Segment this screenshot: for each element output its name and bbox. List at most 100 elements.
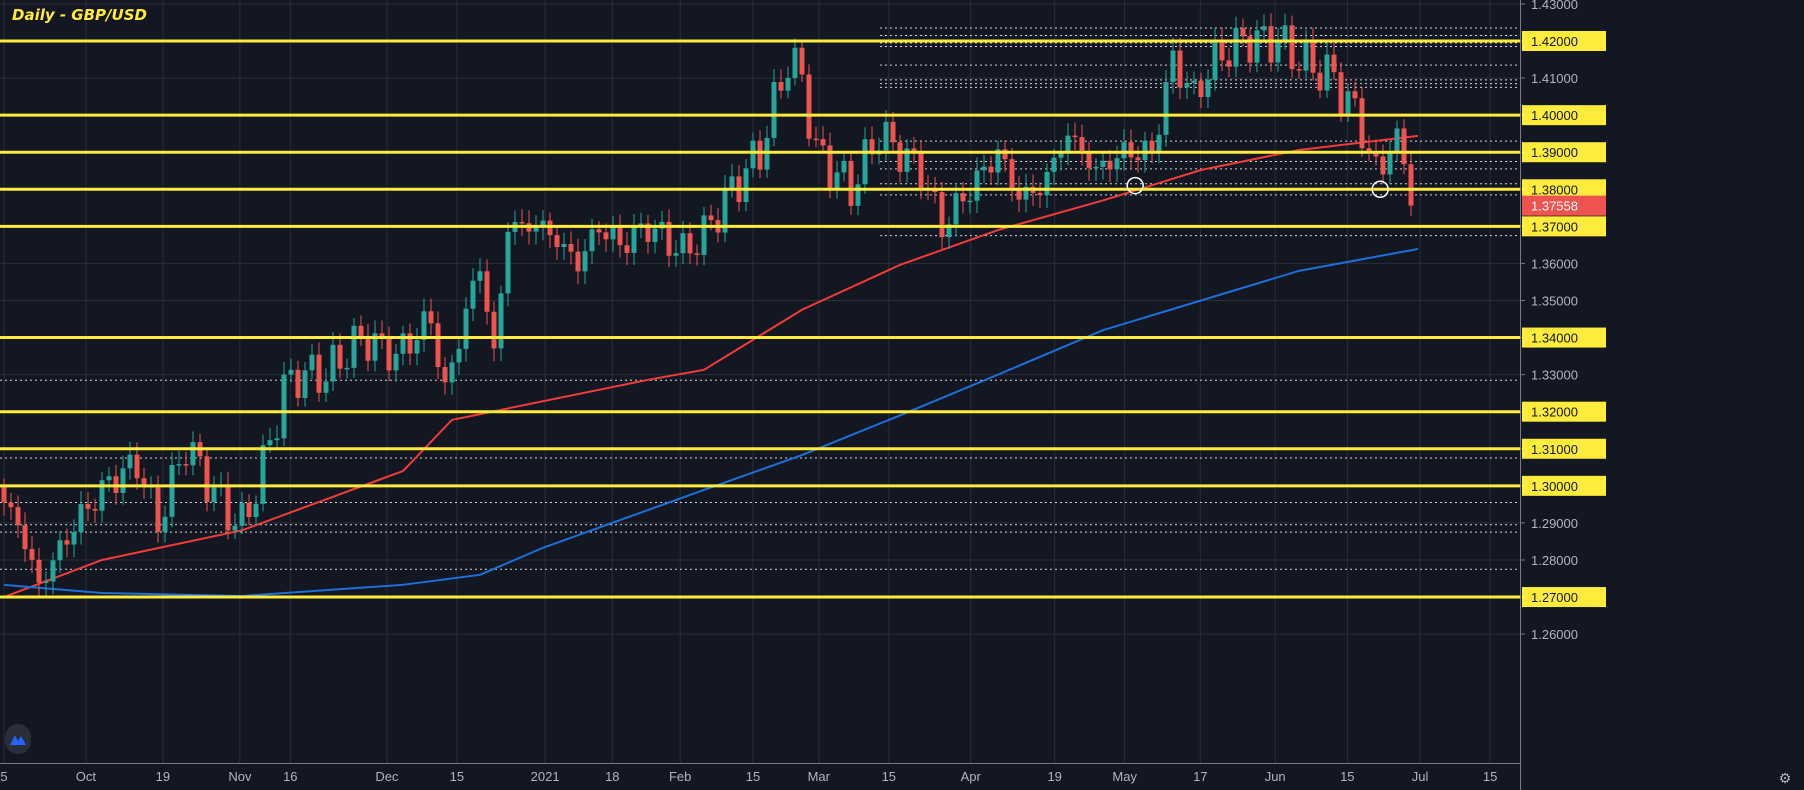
candle-body: [183, 464, 189, 466]
candle-body: [239, 502, 245, 526]
candle-body: [190, 442, 196, 466]
candle: [344, 358, 350, 379]
candle: [1401, 119, 1407, 175]
candle-body: [848, 160, 854, 206]
candle-body: [883, 121, 889, 151]
candle-body: [701, 215, 707, 255]
candle-body: [841, 160, 847, 173]
candle-body: [92, 508, 98, 511]
candle: [1, 478, 7, 516]
candle: [596, 220, 602, 245]
candle-body: [680, 233, 686, 254]
candle: [477, 258, 483, 294]
candle-body: [1387, 151, 1393, 175]
candle: [1170, 37, 1176, 94]
candle: [421, 298, 427, 352]
candle: [428, 298, 434, 336]
candle-body: [99, 480, 105, 511]
price-tick-label: 1.36000: [1531, 256, 1578, 271]
candle-body: [1128, 142, 1134, 158]
candle-body: [15, 507, 21, 526]
candle: [778, 69, 784, 99]
candle-body: [1191, 80, 1197, 83]
candle: [575, 238, 581, 285]
candle: [260, 434, 266, 512]
candle: [603, 223, 609, 252]
candle-body: [477, 271, 483, 281]
candle: [43, 571, 49, 596]
tradingview-logo-icon[interactable]: [5, 724, 31, 754]
candle: [372, 320, 378, 372]
time-tick-label: 2021: [531, 769, 560, 784]
candle: [141, 467, 147, 499]
candle: [750, 132, 756, 178]
candle-body: [162, 516, 168, 532]
candle-body: [358, 325, 364, 336]
candle-body: [729, 176, 735, 188]
candle-body: [1065, 135, 1071, 153]
candle-body: [1072, 135, 1078, 138]
candle-body: [274, 438, 280, 441]
candle-body: [1366, 148, 1372, 153]
candle: [1002, 140, 1008, 172]
candle: [610, 216, 616, 252]
candle: [645, 214, 651, 254]
candle: [491, 301, 497, 362]
level-price-badge: [1522, 179, 1606, 200]
candle: [302, 362, 308, 407]
candle-body: [414, 339, 420, 354]
candle-body: [1037, 192, 1043, 196]
candle: [463, 296, 469, 362]
candle-body: [1184, 82, 1190, 88]
candle: [771, 69, 777, 147]
candle-body: [799, 47, 805, 75]
candle: [204, 447, 210, 512]
candle: [169, 452, 175, 528]
candle: [743, 159, 749, 212]
candle-body: [127, 454, 133, 469]
candle-body: [687, 233, 693, 254]
candle: [1079, 124, 1085, 166]
time-tick-label: 15: [746, 769, 760, 784]
candle-body: [106, 476, 112, 481]
candle-body: [827, 145, 833, 190]
candle-body: [407, 333, 413, 354]
candle: [288, 358, 294, 383]
candle: [225, 471, 231, 540]
candle-body: [806, 74, 812, 139]
candle-body: [211, 487, 217, 502]
candle-body: [1219, 40, 1225, 61]
candle-body: [568, 244, 574, 252]
candle-body: [1051, 157, 1057, 172]
time-tick-label: Jul: [1412, 769, 1429, 784]
highlight-circle-marker: [1126, 176, 1144, 195]
candle: [1303, 29, 1309, 79]
time-tick-label: 16: [283, 769, 297, 784]
candle: [1086, 141, 1092, 181]
candle-body: [855, 184, 861, 206]
candle: [484, 259, 490, 325]
candle-body: [1212, 40, 1218, 80]
candle: [939, 181, 945, 249]
candle-body: [757, 140, 763, 170]
candle-body: [1408, 164, 1414, 206]
candle-body: [785, 77, 791, 91]
candle: [995, 141, 1001, 186]
settings-gear-icon[interactable]: ⚙: [1779, 770, 1792, 786]
candle: [148, 476, 154, 499]
price-tick-label: 1.34000: [1531, 331, 1578, 346]
candle-body: [890, 121, 896, 143]
candle: [925, 175, 931, 201]
candle: [78, 491, 84, 545]
candle: [1289, 15, 1295, 78]
candle: [701, 206, 707, 266]
candle: [456, 339, 462, 375]
candle: [792, 38, 798, 86]
candle-body: [1135, 157, 1141, 161]
price-tick-label: 1.31000: [1531, 442, 1578, 457]
candle-body: [1247, 36, 1253, 63]
candle-body: [50, 560, 56, 582]
candle-body: [204, 456, 210, 502]
price-tick-label: 1.32000: [1531, 405, 1578, 420]
